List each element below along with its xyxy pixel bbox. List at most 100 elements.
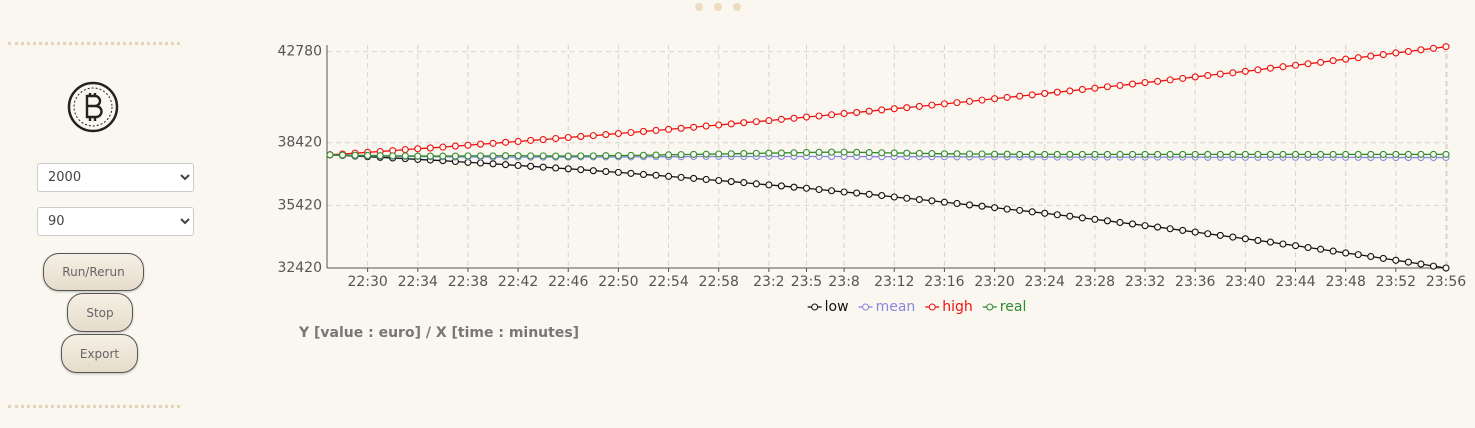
data-point bbox=[1016, 206, 1024, 214]
data-point bbox=[727, 178, 735, 186]
data-point bbox=[539, 136, 547, 144]
data-point bbox=[614, 152, 622, 160]
data-point bbox=[665, 172, 673, 180]
x-tick-label: 23:40 bbox=[1225, 274, 1265, 290]
data-point bbox=[1241, 150, 1249, 158]
data-point bbox=[1442, 264, 1450, 272]
data-point bbox=[1329, 57, 1337, 65]
data-point bbox=[1229, 69, 1237, 77]
data-point bbox=[1128, 220, 1137, 228]
data-point bbox=[878, 149, 886, 157]
data-point bbox=[702, 175, 710, 184]
data-point bbox=[752, 180, 760, 188]
data-point bbox=[1279, 240, 1287, 248]
x-tick-label: 23:12 bbox=[874, 274, 914, 290]
data-point bbox=[790, 114, 798, 122]
data-point bbox=[1317, 245, 1325, 253]
data-point bbox=[1103, 217, 1111, 225]
data-point bbox=[627, 151, 635, 160]
data-point bbox=[677, 151, 685, 159]
x-tick-label: 22:58 bbox=[699, 274, 739, 290]
data-point bbox=[1204, 71, 1212, 80]
data-point bbox=[1429, 262, 1438, 270]
data-point bbox=[1417, 46, 1425, 54]
data-point bbox=[1317, 58, 1325, 66]
legend: low mean high real bbox=[807, 299, 1026, 315]
data-point bbox=[514, 137, 522, 146]
data-point bbox=[426, 144, 434, 152]
data-point bbox=[1291, 150, 1300, 158]
data-point bbox=[752, 149, 760, 157]
data-point bbox=[853, 148, 861, 156]
data-point bbox=[639, 127, 648, 135]
data-point bbox=[489, 139, 497, 147]
data-point bbox=[1216, 70, 1224, 78]
data-point bbox=[1078, 85, 1086, 94]
data-point bbox=[1367, 150, 1375, 158]
x-tick-label: 23:36 bbox=[1175, 274, 1215, 290]
data-point bbox=[602, 131, 610, 139]
data-point bbox=[1379, 150, 1387, 158]
data-point bbox=[802, 113, 811, 121]
data-point bbox=[790, 183, 798, 191]
x-tick-label: 23:52 bbox=[1376, 274, 1416, 290]
data-point bbox=[1317, 150, 1325, 158]
y-tick-label: 35420 bbox=[277, 197, 322, 213]
data-point bbox=[890, 149, 898, 157]
data-point bbox=[1141, 222, 1149, 230]
data-point bbox=[401, 152, 409, 160]
data-point bbox=[702, 122, 710, 130]
data-point bbox=[978, 150, 986, 158]
data-point bbox=[1354, 251, 1362, 259]
button[interactable]: Export bbox=[61, 334, 138, 373]
data-point bbox=[627, 169, 635, 177]
button[interactable]: Stop bbox=[67, 293, 133, 332]
data-point bbox=[1053, 211, 1061, 219]
data-point bbox=[1166, 225, 1174, 233]
data-point bbox=[715, 150, 723, 158]
data-point bbox=[652, 171, 660, 179]
data-point bbox=[740, 119, 748, 127]
data-point bbox=[326, 151, 334, 159]
button[interactable]: Run/Rerun bbox=[43, 253, 144, 291]
data-point bbox=[978, 202, 986, 210]
data-point bbox=[414, 145, 422, 153]
data-point bbox=[1191, 150, 1199, 158]
data-point bbox=[1003, 205, 1011, 213]
select[interactable]: 90 bbox=[37, 207, 194, 236]
data-point bbox=[426, 152, 434, 160]
data-point bbox=[865, 107, 873, 115]
legend-label: low bbox=[825, 299, 849, 315]
data-point bbox=[865, 190, 873, 198]
data-point bbox=[991, 204, 999, 212]
data-point bbox=[790, 149, 798, 157]
data-point bbox=[1066, 150, 1074, 158]
data-point bbox=[1041, 209, 1049, 217]
data-point bbox=[777, 149, 785, 157]
x-tick-label: 23:5 bbox=[791, 274, 822, 290]
data-point bbox=[928, 101, 936, 109]
data-point bbox=[853, 189, 861, 197]
data-point bbox=[1166, 76, 1174, 84]
series-line bbox=[329, 46, 1447, 156]
series-line bbox=[329, 154, 1447, 269]
data-point bbox=[577, 166, 585, 174]
data-point bbox=[665, 125, 673, 133]
data-point bbox=[802, 184, 811, 192]
divider bbox=[8, 42, 180, 45]
data-point bbox=[1266, 64, 1274, 72]
data-point bbox=[602, 152, 610, 160]
y-tick-label: 32420 bbox=[277, 260, 322, 276]
data-point bbox=[1179, 226, 1187, 234]
data-point bbox=[1191, 73, 1199, 81]
data-point bbox=[828, 148, 836, 156]
data-point bbox=[928, 197, 936, 205]
select[interactable]: 2000 bbox=[37, 163, 194, 192]
data-point bbox=[1116, 81, 1124, 90]
data-point bbox=[1429, 150, 1438, 158]
data-point bbox=[690, 123, 698, 131]
data-point bbox=[1342, 249, 1350, 257]
data-point bbox=[376, 152, 384, 160]
x-tick-label: 23:24 bbox=[1025, 274, 1065, 290]
